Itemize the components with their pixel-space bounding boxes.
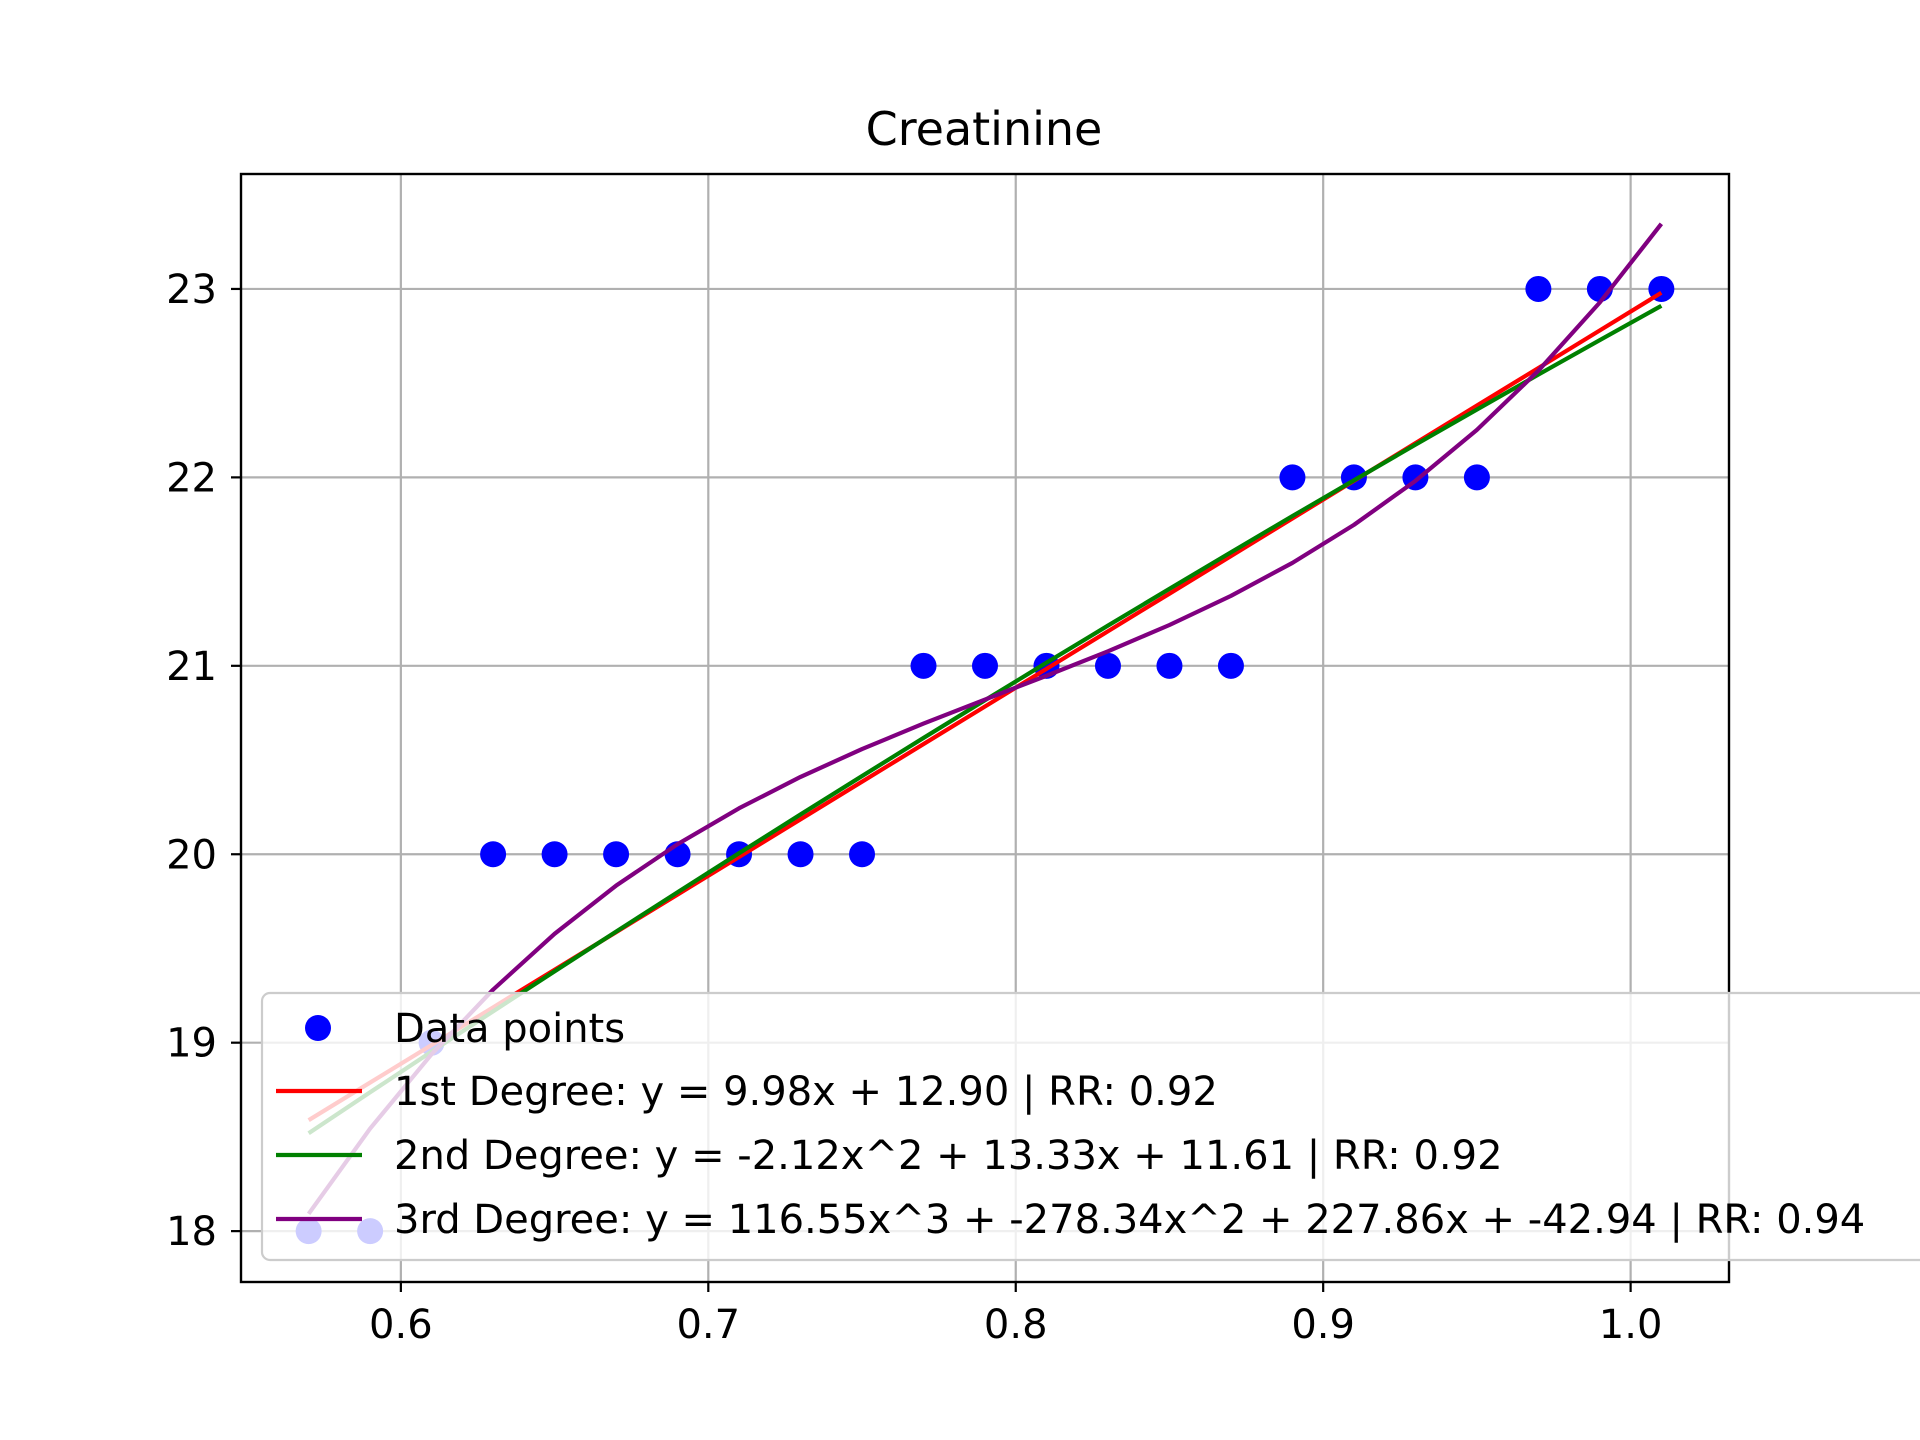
data-point [1094,652,1121,679]
y-tick-label: 22 [166,455,217,501]
axes-frame [239,172,1731,1284]
y-tick-label: 23 [166,267,217,313]
data-point [972,652,998,679]
chart-title: Creatinine [866,102,1103,156]
legend-label-1: 1st Degree: y = 9.98x + 12.90 | RR: 0.92 [394,1069,1218,1115]
legend: Data points 1st Degree: y = 9.98x + 12.90… [260,991,1920,1262]
data-point [1279,464,1306,491]
x-tick-label: 0.7 [676,1302,740,1348]
y-tick-label: 18 [166,1209,217,1255]
x-tick-label: 1.0 [1599,1302,1663,1348]
data-point [603,841,630,868]
y-tick-label: 21 [166,644,217,690]
data-point [910,652,937,679]
data-point [1463,464,1490,491]
y-tick-label: 19 [166,1021,217,1067]
legend-frame [260,991,1920,1262]
axis-ticks: 0.6 0.7 0.8 0.9 1.0 18 19 20 21 22 23 [166,267,1662,1348]
x-tick-label: 0.8 [984,1302,1048,1348]
data-point [849,841,876,868]
fit-line-3 [306,222,1664,1216]
legend-marker-data-points [305,1015,331,1041]
data-point [787,841,814,868]
data-point [480,841,507,868]
data-point [1217,652,1244,679]
data-point [1525,275,1552,302]
x-tick-label: 0.6 [369,1302,433,1348]
legend-label-3: 3rd Degree: y = 116.55x^3 + -278.34x^2 +… [394,1197,1865,1243]
y-tick-label: 20 [166,832,217,878]
data-point [541,841,568,868]
data-point [1156,652,1183,679]
legend-label-2: 2nd Degree: y = -2.12x^2 + 13.33x + 11.6… [394,1133,1503,1179]
x-tick-label: 0.9 [1291,1302,1355,1348]
legend-label-data-points: Data points [394,1006,625,1052]
